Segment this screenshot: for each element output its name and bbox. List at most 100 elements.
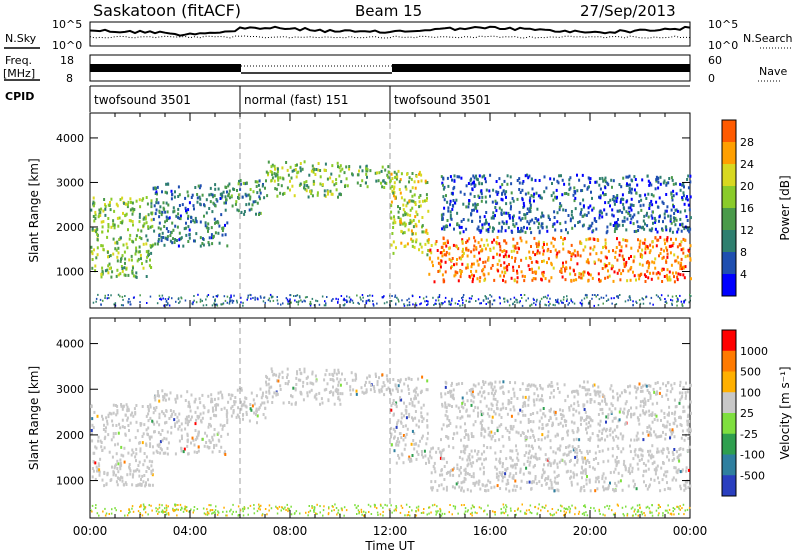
power-cell [359,165,362,169]
velocity-cell [460,486,463,490]
velocity-cell [193,450,196,454]
power-cell [456,175,459,179]
power-cell [559,202,562,206]
power-cell [420,245,423,249]
power-cell [413,180,416,184]
power-cell [598,183,601,187]
power-cell [581,173,584,177]
velocity-cell [557,387,559,390]
velocity-cell [599,419,602,423]
power-cell [450,259,453,262]
velocity-cell [120,475,122,479]
power-cell [121,267,124,270]
power-cell [187,216,189,220]
velocity-cell [459,409,461,413]
power-cell [650,229,653,233]
velocity-cell [158,442,161,446]
velocity-cell [408,392,411,395]
power-cell [569,272,572,276]
power-cell [534,178,537,182]
velocity-cell [504,472,507,476]
power-cell [435,302,437,305]
power-cell [615,200,618,203]
power-cell [266,194,269,198]
velocity-cell [509,408,512,412]
power-cell [426,300,428,302]
power-cell [167,298,170,300]
velocity-cell [451,405,453,408]
power-cell [604,180,607,184]
velocity-cell [639,400,642,404]
velocity-cell [679,484,682,488]
velocity-cell [224,453,227,456]
power-cell [574,273,577,277]
power-cell [555,188,558,192]
power-cell [184,206,187,210]
velocity-cell [656,381,659,385]
power-cell [438,302,441,305]
power-cell [487,272,490,276]
velocity-cell [586,449,589,453]
power-cell [666,255,669,259]
power-cell [120,265,123,268]
power-cell [457,279,460,283]
power-cell [382,296,384,299]
velocity-cell [549,462,552,466]
velocity-cell [452,437,454,440]
velocity-cell [376,380,379,384]
velocity-cell [419,391,422,395]
velocity-cell [569,476,572,480]
power-cell [591,276,594,280]
velocity-cell [320,397,323,401]
velocity-cell [121,407,124,411]
power-cell [473,180,475,184]
power-cell [503,211,506,215]
velocity-cell [664,437,667,441]
power-cell [480,189,483,193]
power-cell [480,192,483,196]
power-cell [424,242,427,246]
velocity-cell [584,468,587,472]
power-cell [582,214,585,218]
velocity-cell [440,483,443,487]
velocity-cell [540,475,543,479]
velocity-cell [647,459,650,463]
power-cell [499,245,502,249]
power-cell [401,299,403,302]
velocity-cell [172,410,175,414]
power-cell [127,228,129,232]
power-cell [562,301,564,304]
velocity-cell [184,421,187,425]
velocity-cell [528,480,531,484]
velocity-cell [210,400,212,404]
velocity-cell [539,408,542,412]
velocity-cell [648,391,651,395]
power-cell [337,195,339,199]
power-cell [209,200,212,204]
power-cell [312,179,315,183]
velocity-cell [583,408,586,411]
power-cell [612,195,615,198]
power-cell [641,178,644,182]
velocity-cell [378,388,381,392]
power-cell [503,261,506,265]
power-cell [506,299,509,302]
velocity-cell [648,483,651,487]
power-cell [521,296,523,299]
noise-panel-frame [89,21,691,47]
velocity-cell [229,397,232,401]
power-cell [529,196,532,200]
power-cell [197,293,199,296]
power-cell [615,303,618,306]
power-cell [277,176,279,180]
velocity-cell [627,385,629,389]
velocity-cell [403,447,406,451]
velocity-cell [277,375,280,379]
velocity-cell [445,471,448,475]
power-cell [530,245,532,248]
power-cell [155,190,158,194]
power-cell [557,181,560,185]
power-cell [665,273,668,277]
velocity-cell [201,416,204,420]
power-cell [505,195,507,199]
